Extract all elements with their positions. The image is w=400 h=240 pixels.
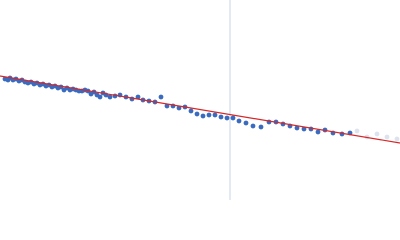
data-point [394, 136, 400, 142]
data-point [374, 131, 380, 137]
data-point [354, 128, 360, 134]
data-point [194, 111, 200, 117]
data-point [212, 112, 218, 118]
data-point [218, 114, 224, 120]
data-point [188, 108, 194, 114]
data-point [294, 125, 300, 131]
data-point [135, 94, 141, 100]
data-point [224, 115, 230, 121]
data-point [97, 94, 103, 100]
data-point [206, 112, 212, 118]
data-point [315, 129, 321, 135]
data-point [258, 124, 264, 130]
data-point [301, 126, 307, 132]
fit-line [0, 75, 400, 144]
data-point [164, 103, 170, 109]
data-point [243, 120, 249, 126]
data-point [250, 123, 256, 129]
chart [0, 0, 400, 200]
data-point [107, 94, 113, 100]
data-point [230, 115, 236, 121]
data-point [384, 134, 390, 140]
data-point [200, 113, 206, 119]
data-point [236, 118, 242, 124]
page: {"chart_data": { "type": "scatter", "xli… [0, 0, 400, 200]
data-point [176, 105, 182, 111]
data-point [158, 94, 164, 100]
